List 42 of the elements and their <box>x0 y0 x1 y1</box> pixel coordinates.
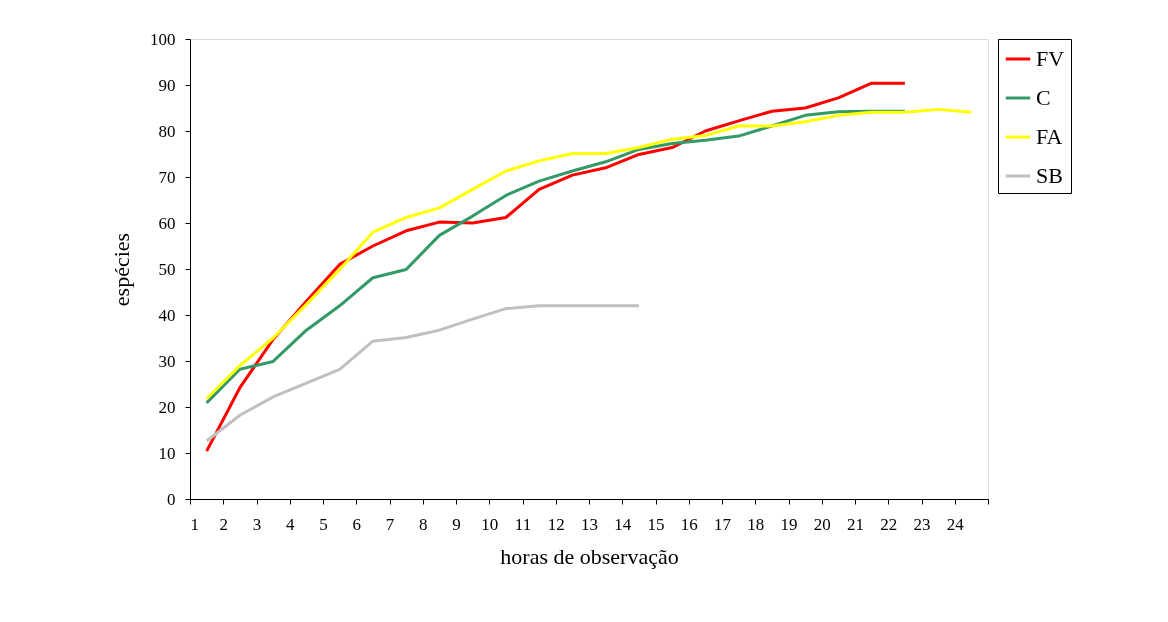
x-tick-label: 12 <box>547 514 565 534</box>
y-tick-label: 80 <box>158 121 176 141</box>
y-tick-label: 60 <box>158 213 176 233</box>
x-axis-title: horas de observação <box>500 543 679 569</box>
y-tick-label: 70 <box>158 167 176 187</box>
x-tick-label: 19 <box>780 514 798 534</box>
x-tick-label: 22 <box>880 514 898 534</box>
y-tick-label: 40 <box>158 305 176 325</box>
y-tick-label: 50 <box>158 259 176 279</box>
x-tick-label: 23 <box>913 514 931 534</box>
y-tick-label: 90 <box>158 75 176 95</box>
x-tick-label: 11 <box>514 514 532 534</box>
y-tick-label: 30 <box>158 351 176 371</box>
x-tick-label: 7 <box>385 514 395 534</box>
y-tick-label: 20 <box>158 397 176 417</box>
legend-label: FA <box>1036 124 1063 149</box>
x-tick-label: 3 <box>252 514 262 534</box>
y-tick-label: 10 <box>158 443 176 463</box>
x-tick-label: 1 <box>190 514 199 534</box>
x-tick-label: 21 <box>847 514 864 534</box>
legend-label: SB <box>1036 163 1063 188</box>
x-tick-label: 14 <box>614 514 632 534</box>
x-tick-label: 9 <box>452 514 461 534</box>
x-tick-label: 5 <box>319 514 328 534</box>
y-axis-title: espécies <box>109 232 134 307</box>
x-tick-label: 18 <box>747 514 765 534</box>
x-tick-label: 8 <box>419 514 428 534</box>
x-tick-label: 10 <box>481 514 499 534</box>
x-tick-label: 6 <box>352 514 361 534</box>
x-tick-label: 13 <box>581 514 598 534</box>
legend-label: FV <box>1036 46 1065 71</box>
x-tick-label: 15 <box>647 514 665 534</box>
y-tick-label: 0 <box>167 489 176 509</box>
x-tick-label: 16 <box>680 514 698 534</box>
y-tick-label: 100 <box>150 29 176 49</box>
x-tick-label: 4 <box>286 514 295 534</box>
x-tick-label: 17 <box>714 514 732 534</box>
x-tick-label: 24 <box>946 514 965 534</box>
line-series <box>205 304 641 443</box>
legend-label: C <box>1036 85 1051 110</box>
x-tick-label: 2 <box>219 514 228 534</box>
x-tick-label: 20 <box>813 514 831 534</box>
